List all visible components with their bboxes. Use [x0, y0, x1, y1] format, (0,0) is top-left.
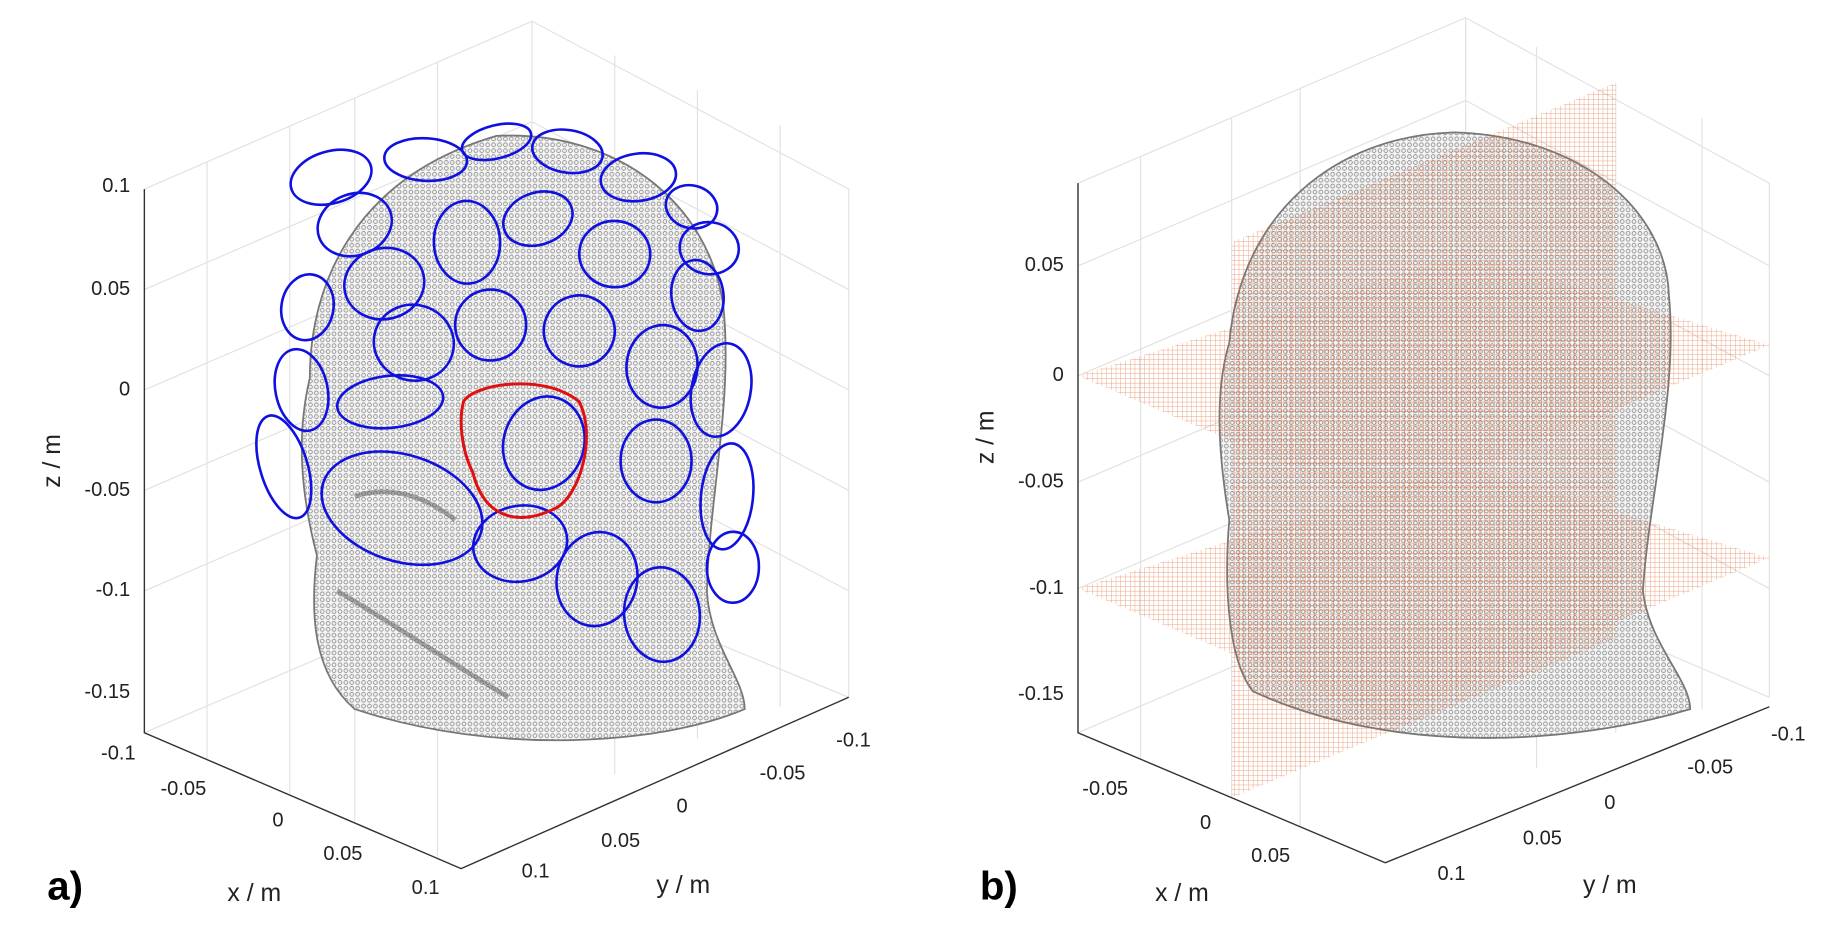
coil [320, 450, 484, 567]
x-tick-label: 0 [272, 810, 283, 832]
panel-label: b) [980, 863, 1018, 908]
y-tick-label: -0.1 [836, 729, 871, 751]
z-tick-label: -0.05 [1018, 470, 1064, 492]
x-axis-label: x / m [227, 880, 281, 907]
axes [143, 189, 850, 870]
coil [255, 414, 313, 520]
coil [432, 199, 502, 285]
coil [577, 219, 652, 289]
y-tick-label: 0.1 [1437, 863, 1465, 885]
y-axis-label: y / m [1583, 872, 1637, 899]
y-axis-label: y / m [656, 872, 710, 899]
y-tick-label: 0 [1604, 792, 1615, 814]
coil [453, 288, 528, 362]
y-tick-label: 0.05 [1523, 827, 1562, 849]
coil [471, 504, 569, 584]
z-tick-label: -0.05 [84, 479, 130, 501]
x-tick-label: 0.1 [412, 877, 440, 899]
x-tick-label: -0.05 [160, 778, 206, 800]
z-axis-label: z / m [973, 410, 1000, 464]
coil [501, 395, 586, 492]
coil [599, 151, 678, 203]
coil [619, 418, 693, 504]
coil [664, 183, 719, 230]
z-tick-label: -0.1 [1029, 577, 1064, 599]
panel-a: 0.1 0.05 0 -0.05 -0.1 -0.15 -0.1 -0.05 0 0.05 0.1 0… [39, 20, 871, 908]
x-axis-label: x / m [1155, 880, 1209, 907]
coil [669, 258, 725, 333]
z-tick-label: 0 [1053, 364, 1064, 386]
x-tick-label: 0.05 [323, 843, 362, 865]
coil [555, 530, 639, 628]
coil-array [255, 122, 761, 664]
coil [383, 136, 469, 183]
coil [678, 220, 741, 276]
z-axis-label: z / m [39, 434, 66, 488]
axes [1077, 183, 1770, 864]
z-tick-label: -0.1 [96, 579, 131, 601]
x-tick-label: -0.1 [101, 742, 136, 764]
head-model [300, 134, 746, 742]
coil [705, 530, 761, 605]
x-tick-label: 0 [1200, 812, 1211, 834]
panel-label: a) [47, 863, 83, 908]
coil [689, 341, 753, 439]
y-tick-label: 0 [677, 795, 688, 817]
z-tick-label: 0 [119, 378, 130, 400]
panel-b: 0.05 0 -0.05 -0.1 -0.15 -0.05 0 0.05 0.1 0.05 0 -0.… [973, 17, 1806, 908]
x-tick-label: -0.05 [1082, 778, 1128, 800]
coil [343, 246, 426, 321]
z-tick-label: 0.05 [91, 278, 130, 300]
y-tick-label: 0.05 [601, 830, 640, 852]
coil [289, 148, 373, 207]
coil [530, 128, 604, 175]
coil [622, 566, 702, 664]
y-tick-label: -0.1 [1771, 723, 1806, 745]
coil [502, 190, 574, 248]
y-tick-label: -0.05 [1687, 756, 1733, 778]
x-tick-label: 0.05 [1251, 845, 1290, 867]
y-tick-label: 0.1 [522, 860, 550, 882]
coil [699, 442, 755, 551]
z-tick-label: -0.15 [1018, 683, 1064, 705]
y-tick-label: -0.05 [760, 762, 806, 784]
coil [273, 347, 330, 433]
coil [279, 273, 335, 342]
sagittal-plane [1231, 82, 1616, 798]
z-tick-label: 0.1 [102, 175, 130, 197]
z-tick-label: -0.15 [84, 681, 130, 703]
z-tick-label: 0.05 [1025, 254, 1064, 276]
slice-planes [1078, 82, 1770, 798]
coil [542, 294, 617, 368]
coil [372, 303, 456, 383]
selected-coil [459, 382, 588, 519]
coil [460, 122, 533, 162]
coil [335, 374, 445, 430]
